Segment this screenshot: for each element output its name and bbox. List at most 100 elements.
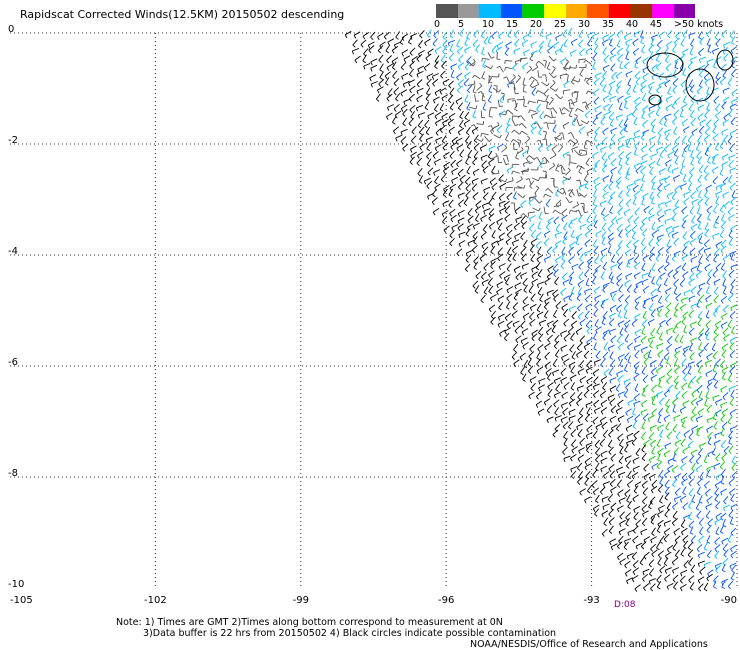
wind-barb-flag <box>658 475 663 479</box>
wind-barb <box>727 206 734 213</box>
wind-barb <box>578 209 582 217</box>
wind-barb-flag <box>424 125 428 129</box>
wind-barb-flag <box>511 100 516 102</box>
wind-barb <box>450 70 455 77</box>
wind-barb-flag <box>466 37 470 40</box>
wind-barb <box>484 135 490 142</box>
wind-barb <box>656 146 664 151</box>
wind-barb-flag <box>730 201 734 205</box>
wind-barb <box>548 55 554 62</box>
wind-barb <box>599 438 606 445</box>
wind-barb-flag <box>657 514 660 518</box>
wind-barb-flag <box>665 68 669 72</box>
wind-barb <box>657 453 661 461</box>
wind-barb-flag <box>535 396 539 400</box>
wind-barb-flag <box>600 259 604 263</box>
wind-barb <box>423 63 431 69</box>
wind-barb <box>691 449 698 454</box>
wind-barb <box>617 166 623 173</box>
wind-barb <box>499 182 507 188</box>
wind-barb <box>488 158 495 164</box>
wind-barb-flag <box>683 565 687 569</box>
wind-barb-flag <box>705 516 710 519</box>
wind-barb <box>683 430 690 435</box>
wind-barb <box>579 48 586 54</box>
wind-barb-flag <box>719 173 724 176</box>
wind-barb <box>666 302 672 309</box>
wind-barb-flag <box>723 450 727 454</box>
wind-barb-flag <box>618 195 622 199</box>
wind-barb <box>451 136 458 142</box>
wind-barb-flag <box>586 81 590 85</box>
wind-barb <box>703 72 710 78</box>
wind-barb <box>723 134 729 141</box>
wind-barb <box>578 29 584 37</box>
wind-barb <box>584 288 592 292</box>
wind-barb <box>532 84 539 89</box>
wind-barb <box>713 308 718 315</box>
wind-barb-flag <box>553 221 557 225</box>
wind-barb-flag <box>536 109 540 112</box>
wind-barb <box>481 71 486 78</box>
wind-barb-flag <box>699 571 703 575</box>
wind-barb-flag <box>643 209 647 214</box>
wind-barb <box>642 573 648 580</box>
wind-barb <box>695 456 702 462</box>
wind-barb-flag <box>657 421 662 424</box>
wind-barb <box>571 117 576 125</box>
wind-barb <box>682 246 688 252</box>
wind-barb <box>594 300 600 307</box>
wind-barb-flag <box>431 201 435 206</box>
wind-barb-flag <box>529 323 532 327</box>
wind-barb <box>704 247 711 251</box>
wind-barb-flag <box>689 324 693 328</box>
wind-barb <box>448 199 454 206</box>
wind-barb <box>643 205 650 211</box>
wind-barb-flag <box>488 90 493 94</box>
wind-barb-flag <box>511 242 515 246</box>
wind-barb-flag <box>698 522 703 526</box>
wind-barb-flag <box>481 165 485 169</box>
wind-barb-flag <box>626 500 630 503</box>
wind-barb-flag <box>727 141 732 145</box>
wind-barb-flag <box>537 274 542 278</box>
wind-barb-flag <box>576 179 580 182</box>
wind-barb <box>728 237 734 245</box>
wind-barb <box>458 231 466 236</box>
wind-barb <box>561 402 568 406</box>
wind-barb-flag <box>633 517 637 521</box>
wind-barb <box>507 253 513 260</box>
wind-barb-flag <box>696 515 700 519</box>
wind-barb-flag <box>633 244 636 248</box>
wind-barb <box>570 470 577 477</box>
wind-barb-flag <box>545 204 550 208</box>
wind-barb-flag <box>378 59 382 63</box>
wind-barb <box>506 301 511 308</box>
wind-barb <box>609 478 616 485</box>
wind-barb-flag <box>401 37 405 41</box>
wind-barb-flag <box>631 442 635 446</box>
wind-barb-flag <box>514 236 517 240</box>
wind-barb <box>633 239 640 245</box>
wind-barb <box>603 329 610 334</box>
wind-barb <box>602 64 610 69</box>
wind-barb-flag <box>496 221 499 225</box>
wind-barb-flag <box>393 108 397 112</box>
wind-barb <box>674 487 681 494</box>
wind-barb-flag <box>707 50 712 54</box>
wind-barb <box>729 311 736 317</box>
wind-barb <box>641 399 648 405</box>
wind-barb-flag <box>648 92 652 95</box>
wind-barb <box>625 517 630 525</box>
wind-barb <box>593 376 599 383</box>
wind-barb-flag <box>475 219 479 222</box>
wind-barb <box>586 337 593 343</box>
wind-barb <box>699 119 707 124</box>
wind-barb-flag <box>530 130 534 135</box>
wind-barb-flag <box>466 90 471 94</box>
wind-barb <box>635 56 642 62</box>
wind-barb-flag <box>602 483 605 488</box>
wind-barb-flag <box>472 172 476 176</box>
wind-barb <box>434 111 442 117</box>
wind-barb-flag <box>730 307 733 312</box>
